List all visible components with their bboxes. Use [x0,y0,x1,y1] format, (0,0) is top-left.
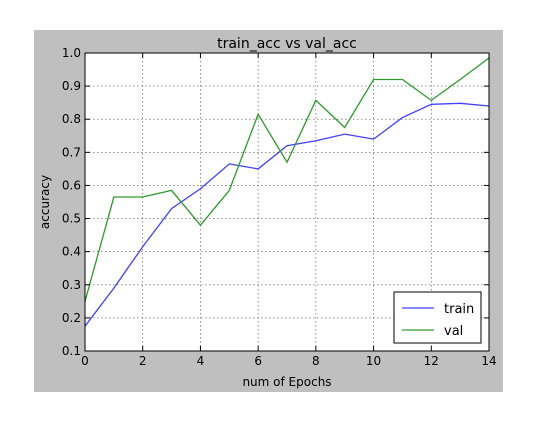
series-line-train [84,102,490,327]
legend-label-train: train [444,302,474,317]
y-tick-label: 0.7 [62,145,81,159]
x-tick-label: 0 [81,354,89,368]
ticks [84,52,490,352]
y-tick-label: 0.6 [62,178,81,192]
x-tick-label: 10 [366,354,381,368]
line-chart: 0 2 4 6 8 10 12 14 0.1 0.2 0.3 0.4 0.5 0.6 0.7 0.8 0.9 1… [38,36,497,389]
x-tick-label: 8 [312,354,320,368]
y-tick-label: 0.2 [62,311,81,325]
x-tick-label: 14 [481,354,496,368]
y-tick-label: 0.4 [62,245,81,259]
plot-frame [84,52,490,352]
x-tick-labels: 0 2 4 6 8 10 12 14 [81,354,496,368]
x-tick-label: 2 [139,354,147,368]
y-tick-label: 0.3 [62,278,81,292]
y-tick-label: 0.9 [62,79,81,93]
x-tick-label: 6 [254,354,262,368]
y-tick-labels: 0.1 0.2 0.3 0.4 0.5 0.6 0.7 0.8 0.9 1.0 [62,46,81,358]
legend: train val [393,291,482,344]
x-axis-label: num of Epochs [242,375,331,389]
y-tick-label: 0.8 [62,112,81,126]
figure-background: 0 2 4 6 8 10 12 14 0.1 0.2 0.3 0.4 0.5 0.6 0.7 0.8 0.9 1… [34,30,503,392]
x-tick-label: 12 [424,354,439,368]
y-tick-label: 1.0 [62,46,81,60]
y-tick-label: 0.5 [62,212,81,226]
legend-box [393,291,482,344]
series-line-val [84,57,490,302]
y-tick-label: 0.1 [62,344,81,358]
x-tick-label: 4 [197,354,205,368]
chart-title: train_acc vs val_acc [217,36,357,52]
legend-label-val: val [444,324,463,339]
y-axis-label: accuracy [38,175,52,229]
series-lines [84,57,490,327]
